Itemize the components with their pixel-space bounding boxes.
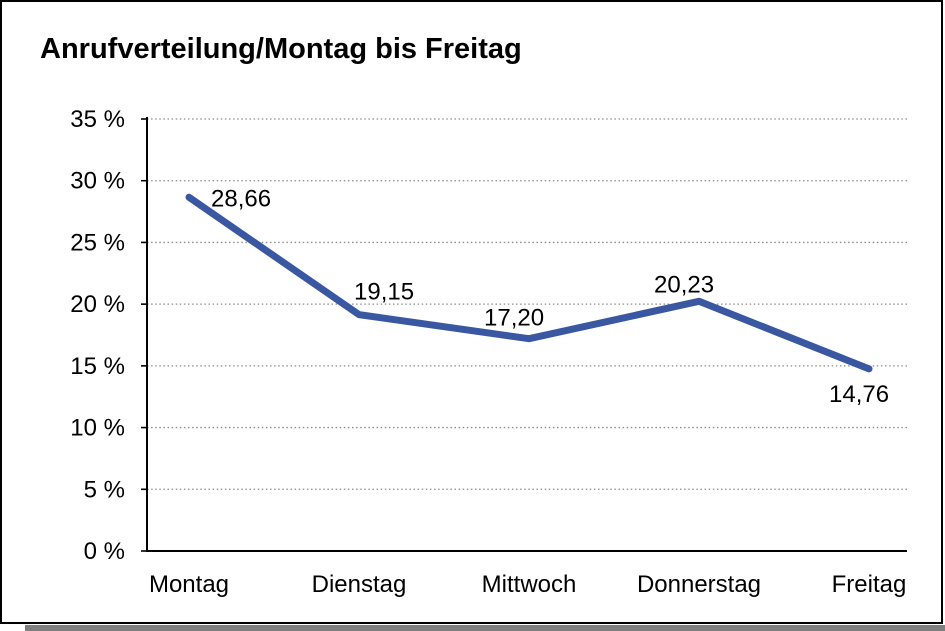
- data-label: 28,66: [211, 185, 271, 212]
- x-category-label: Donnerstag: [637, 571, 761, 598]
- x-category-label: Dienstag: [312, 571, 407, 598]
- y-tick-label: 30 %: [70, 168, 125, 195]
- frame-shadow: [25, 625, 945, 631]
- data-label: 19,15: [354, 279, 414, 306]
- y-tick-label: 25 %: [70, 229, 125, 256]
- y-tick-label: 15 %: [70, 353, 125, 380]
- y-tick-label: 35 %: [70, 106, 125, 133]
- chart-title: Anrufverteilung/Montag bis Freitag: [40, 33, 522, 65]
- data-label: 14,76: [829, 381, 889, 408]
- data-label: 20,23: [654, 271, 714, 298]
- x-category-label: Freitag: [832, 571, 907, 598]
- series-line: [185, 193, 873, 373]
- y-tick-label: 5 %: [84, 476, 125, 503]
- data-label: 17,20: [484, 305, 544, 332]
- y-tick-label: 10 %: [70, 415, 125, 442]
- y-tick-label: 0 %: [84, 538, 125, 565]
- y-tick-label: 20 %: [70, 291, 125, 318]
- x-category-label: Mittwoch: [482, 571, 577, 598]
- x-category-label: Montag: [149, 571, 229, 598]
